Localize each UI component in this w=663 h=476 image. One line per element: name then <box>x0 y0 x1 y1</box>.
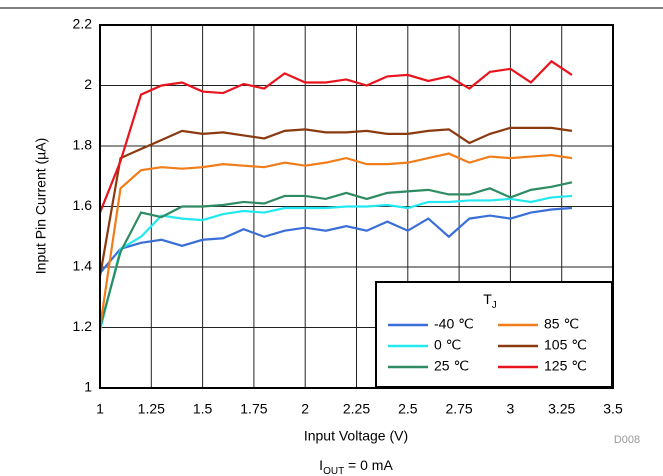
x-tick-label: 3 <box>507 401 515 417</box>
y-tick-label: 2.2 <box>73 16 93 32</box>
x-axis-label: Input Voltage (V) <box>304 428 408 444</box>
legend-label: -40 ℃ <box>434 316 474 332</box>
y-tick-label: 1.4 <box>73 258 93 274</box>
y-tick-label: 1.6 <box>73 197 93 213</box>
figure-code: D008 <box>614 434 640 446</box>
caption-text: I <box>319 457 323 473</box>
y-tick-label: 1.2 <box>73 318 93 334</box>
plot-frame <box>99 24 614 389</box>
x-tick-label: 3.25 <box>548 401 575 417</box>
x-tick-label: 1.25 <box>138 401 165 417</box>
caption-rest: = 0 mA <box>344 457 393 473</box>
x-tick-label: 2 <box>301 401 309 417</box>
series-line <box>98 194 573 331</box>
x-tick-label: 2.25 <box>343 401 370 417</box>
caption-sub: OUT <box>323 466 344 476</box>
series-line <box>98 126 573 277</box>
legend-label: 105 ℃ <box>544 337 587 353</box>
y-tick-label: 1 <box>84 379 92 395</box>
legend-title-sub: J <box>492 300 497 311</box>
plot-lines <box>98 59 573 331</box>
y-tick-label: 2 <box>84 76 92 92</box>
caption: IOUT = 0 mA <box>319 457 393 476</box>
y-axis-label: Input Pin Current (µA) <box>33 138 49 274</box>
legend-title-text: T <box>483 291 492 307</box>
x-tick-label: 2.5 <box>398 401 418 417</box>
legend-title: TJ <box>483 291 497 311</box>
legend-label: 85 ℃ <box>544 316 579 332</box>
x-tick-label: 2.75 <box>445 401 472 417</box>
x-tick-label: 1 <box>96 401 104 417</box>
series-line <box>98 152 573 328</box>
series-line <box>98 181 573 328</box>
series-line <box>98 59 573 213</box>
y-tick-label: 1.8 <box>73 137 93 153</box>
x-tick-label: 3.5 <box>603 401 623 417</box>
x-tick-label: 1.75 <box>240 401 267 417</box>
series-line <box>99 206 573 274</box>
legend-label: 125 ℃ <box>544 358 587 374</box>
legend-box <box>375 281 613 388</box>
legend: TJ -40 ℃ 0 ℃ 25 ℃ 85 ℃ 105 ℃ 125 ℃ <box>375 281 613 388</box>
legend-label: 25 ℃ <box>434 358 469 374</box>
x-tick-label: 1.5 <box>193 401 213 417</box>
legend-label: 0 ℃ <box>434 337 461 353</box>
